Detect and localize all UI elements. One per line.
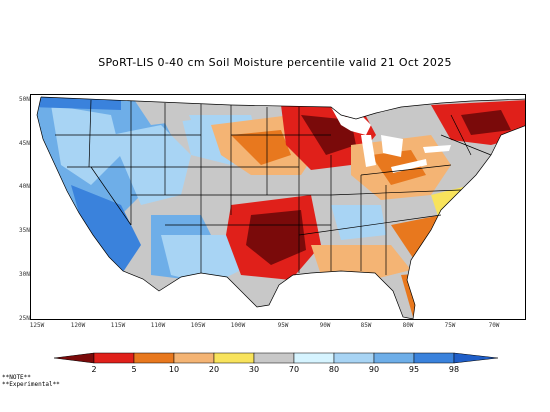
legend-label-98: 98 bbox=[448, 365, 460, 374]
legend-swatch-95-98 bbox=[413, 352, 455, 364]
map-canvas bbox=[36, 96, 525, 319]
lon-label-125w: 125W bbox=[29, 322, 45, 329]
lat-label-45n: 45N bbox=[19, 140, 30, 147]
legend-swatch-20-30 bbox=[213, 352, 255, 364]
note-label: **NOTE** bbox=[2, 374, 31, 381]
lon-label-70w: 70W bbox=[488, 322, 500, 329]
legend-label-95: 95 bbox=[408, 365, 420, 374]
lat-label-50n: 50N bbox=[19, 96, 30, 103]
lake-michigan bbox=[361, 135, 376, 167]
legend-swatch-80-90 bbox=[333, 352, 375, 364]
legend-swatch-30-70 bbox=[253, 352, 295, 364]
legend-label-70: 70 bbox=[288, 365, 300, 374]
legend-label-2: 2 bbox=[91, 365, 97, 374]
soil-moisture-map bbox=[30, 94, 526, 320]
lake-superior bbox=[331, 107, 371, 135]
lake-huron bbox=[381, 135, 403, 157]
lon-label-100w: 100W bbox=[230, 322, 246, 329]
lon-label-105w: 105W bbox=[190, 322, 206, 329]
lon-label-115w: 115W bbox=[110, 322, 126, 329]
lon-label-80w: 80W bbox=[402, 322, 414, 329]
lon-label-85w: 85W bbox=[360, 322, 372, 329]
legend-swatch-70-80 bbox=[293, 352, 335, 364]
legend-swatch-2-5 bbox=[93, 352, 135, 364]
lon-label-95w: 95W bbox=[277, 322, 289, 329]
legend-swatch-90-95 bbox=[373, 352, 415, 364]
state-boundaries bbox=[36, 96, 525, 319]
lon-label-90w: 90W bbox=[319, 322, 331, 329]
map-title: SPoRT-LIS 0-40 cm Soil Moisture percenti… bbox=[98, 56, 452, 69]
lake-erie bbox=[391, 159, 427, 173]
lon-label-120w: 120W bbox=[70, 322, 86, 329]
lon-label-110w: 110W bbox=[150, 322, 166, 329]
legend-swatch-10-20 bbox=[173, 352, 215, 364]
legend-swatch-below-2 bbox=[54, 352, 95, 364]
lat-label-40n: 40N bbox=[19, 183, 30, 190]
lat-label-25n: 25N bbox=[19, 315, 30, 322]
legend-swatch-above-98 bbox=[453, 352, 498, 364]
legend-swatch-5-10 bbox=[133, 352, 175, 364]
lon-label-75w: 75W bbox=[444, 322, 456, 329]
legend-label-30: 30 bbox=[248, 365, 260, 374]
lat-label-30n: 30N bbox=[19, 271, 30, 278]
lat-label-35n: 35N bbox=[19, 227, 30, 234]
legend-colorbar bbox=[54, 352, 498, 364]
legend-label-80: 80 bbox=[328, 365, 340, 374]
legend-label-5: 5 bbox=[131, 365, 137, 374]
lake-ontario bbox=[423, 145, 451, 153]
legend-label-20: 20 bbox=[208, 365, 220, 374]
experimental-label: **Experimental** bbox=[2, 381, 60, 388]
legend-label-10: 10 bbox=[168, 365, 180, 374]
legend-label-90: 90 bbox=[368, 365, 380, 374]
